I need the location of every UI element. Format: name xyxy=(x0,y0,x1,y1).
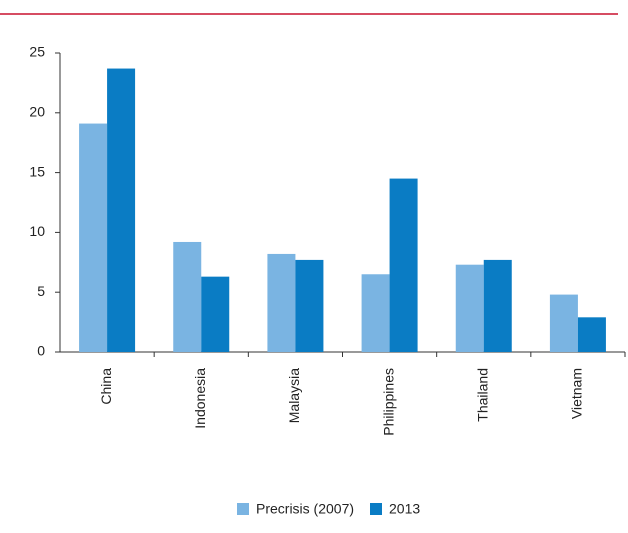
legend-label: Precrisis (2007) xyxy=(256,501,354,517)
bar xyxy=(295,259,324,352)
bar xyxy=(483,259,512,352)
bar xyxy=(577,317,606,352)
bar xyxy=(455,264,484,352)
bar xyxy=(173,241,202,352)
y-tick-label: 10 xyxy=(29,223,45,239)
y-tick-label: 25 xyxy=(29,44,45,60)
legend-label: 2013 xyxy=(389,501,420,517)
legend-swatch xyxy=(370,503,382,515)
x-tick-label: Thailand xyxy=(474,368,490,422)
bar xyxy=(361,274,390,352)
bar xyxy=(549,294,578,352)
bar xyxy=(107,68,136,352)
legend-swatch xyxy=(237,503,249,515)
y-tick-label: 5 xyxy=(37,283,45,299)
x-tick-label: Indonesia xyxy=(192,368,208,429)
x-tick-label: China xyxy=(98,368,114,405)
x-tick-label: Vietnam xyxy=(569,368,585,419)
bar xyxy=(79,123,108,353)
bar xyxy=(201,276,230,352)
y-tick-label: 15 xyxy=(29,163,45,179)
x-tick-label: Philippines xyxy=(380,368,396,436)
y-tick-label: 0 xyxy=(37,343,45,359)
bar xyxy=(267,253,296,352)
y-tick-label: 20 xyxy=(29,104,45,120)
bar xyxy=(389,178,418,352)
x-tick-label: Malaysia xyxy=(286,368,302,423)
